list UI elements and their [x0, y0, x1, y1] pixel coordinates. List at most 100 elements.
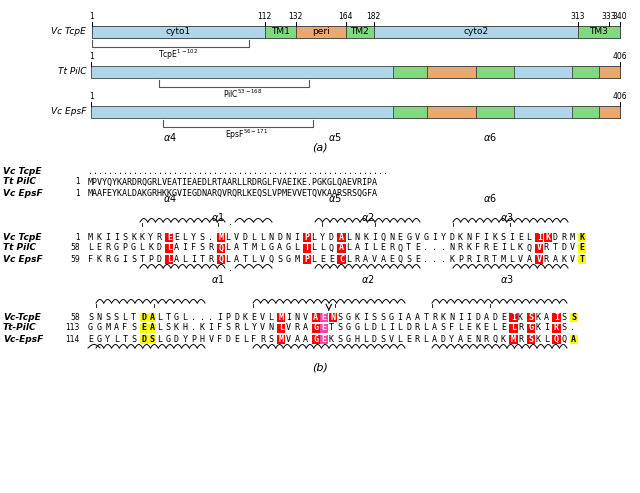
Text: N: N	[449, 244, 454, 252]
Text: D: D	[440, 334, 445, 344]
Text: Q: Q	[380, 233, 385, 242]
Text: L: L	[226, 233, 230, 242]
Text: 112: 112	[257, 12, 272, 21]
Bar	[92, 66, 620, 78]
Text: N: N	[389, 233, 394, 242]
Text: L: L	[312, 244, 317, 252]
Text: A: A	[415, 313, 420, 321]
Text: 113: 113	[66, 323, 80, 332]
Text: Vc TcpE: Vc TcpE	[3, 233, 42, 242]
Text: L: L	[312, 233, 317, 242]
Text: K: K	[500, 334, 506, 344]
Text: K: K	[580, 233, 585, 242]
Text: K: K	[492, 233, 497, 242]
Text: E: E	[322, 313, 327, 321]
Text: I: I	[432, 233, 437, 242]
Text: F: F	[475, 233, 480, 242]
Text: Q: Q	[561, 334, 566, 344]
Text: I: I	[372, 233, 377, 242]
Text: E: E	[322, 323, 327, 332]
Text: (a): (a)	[312, 143, 328, 153]
Text: L: L	[364, 323, 368, 332]
Bar	[527, 323, 534, 332]
Text: E: E	[484, 323, 488, 332]
Text: L: L	[167, 254, 172, 263]
Text: D: D	[329, 233, 334, 242]
Text: S: S	[372, 313, 377, 321]
Bar	[264, 26, 296, 38]
Text: E: E	[397, 233, 403, 242]
Text: Y: Y	[449, 334, 454, 344]
Text: .: .	[424, 254, 428, 263]
Text: L: L	[157, 323, 162, 332]
Text: S: S	[200, 244, 205, 252]
Bar	[578, 233, 586, 242]
Text: L: L	[511, 323, 516, 332]
Text: cyto2: cyto2	[463, 28, 488, 36]
Text: R: R	[484, 254, 488, 263]
Text: E: E	[88, 334, 93, 344]
Text: R: R	[544, 254, 548, 263]
Text: D: D	[141, 313, 146, 321]
Text: Q: Q	[492, 334, 497, 344]
Text: S: S	[528, 334, 533, 344]
Text: V: V	[260, 323, 265, 332]
Text: .: .	[228, 263, 232, 273]
Text: E: E	[252, 313, 257, 321]
Text: R: R	[561, 233, 566, 242]
Text: TM2: TM2	[350, 28, 369, 36]
Text: K: K	[355, 313, 360, 321]
Text: R: R	[294, 323, 300, 332]
Text: L: L	[243, 334, 248, 344]
Text: L: L	[167, 244, 172, 252]
Text: E: E	[97, 244, 102, 252]
Text: L: L	[424, 334, 428, 344]
Bar	[527, 334, 534, 344]
Text: V: V	[415, 233, 420, 242]
Bar	[277, 334, 285, 344]
Text: I: I	[209, 323, 213, 332]
Text: M: M	[570, 233, 575, 242]
Text: S: S	[337, 323, 342, 332]
Bar	[599, 106, 620, 118]
Text: I: I	[544, 323, 548, 332]
Text: Vc EpsF: Vc EpsF	[51, 107, 86, 116]
Text: T: T	[140, 254, 145, 263]
Bar	[544, 233, 552, 242]
Text: R: R	[432, 313, 437, 321]
Text: L: L	[346, 244, 351, 252]
Text: K: K	[97, 254, 102, 263]
Text: H: H	[355, 334, 360, 344]
Text: I: I	[389, 323, 394, 332]
Text: Q: Q	[554, 334, 559, 344]
Text: A: A	[380, 254, 385, 263]
Text: PilC$^{53-168}$: PilC$^{53-168}$	[223, 88, 262, 101]
Text: I: I	[217, 313, 222, 321]
Text: D: D	[449, 233, 454, 242]
Text: S: S	[277, 254, 282, 263]
Text: S: S	[561, 323, 566, 332]
Text: R: R	[554, 323, 559, 332]
Text: D: D	[234, 313, 239, 321]
Text: Q: Q	[218, 244, 223, 252]
Text: M: M	[500, 254, 506, 263]
Text: C: C	[339, 254, 344, 263]
Bar	[572, 66, 599, 78]
Text: E: E	[389, 254, 394, 263]
Text: N: N	[449, 313, 454, 321]
Text: A: A	[339, 244, 344, 252]
Text: S: S	[150, 334, 155, 344]
Text: E: E	[580, 244, 585, 252]
Text: S: S	[122, 233, 127, 242]
Text: G: G	[114, 254, 119, 263]
Text: E: E	[234, 334, 239, 344]
Bar	[509, 313, 518, 321]
Text: L: L	[364, 334, 368, 344]
Text: A: A	[303, 323, 308, 332]
Text: M: M	[294, 254, 300, 263]
Bar	[374, 26, 578, 38]
Text: T: T	[243, 254, 248, 263]
Text: V: V	[260, 254, 265, 263]
Text: Y: Y	[148, 233, 153, 242]
Text: V: V	[537, 244, 541, 252]
